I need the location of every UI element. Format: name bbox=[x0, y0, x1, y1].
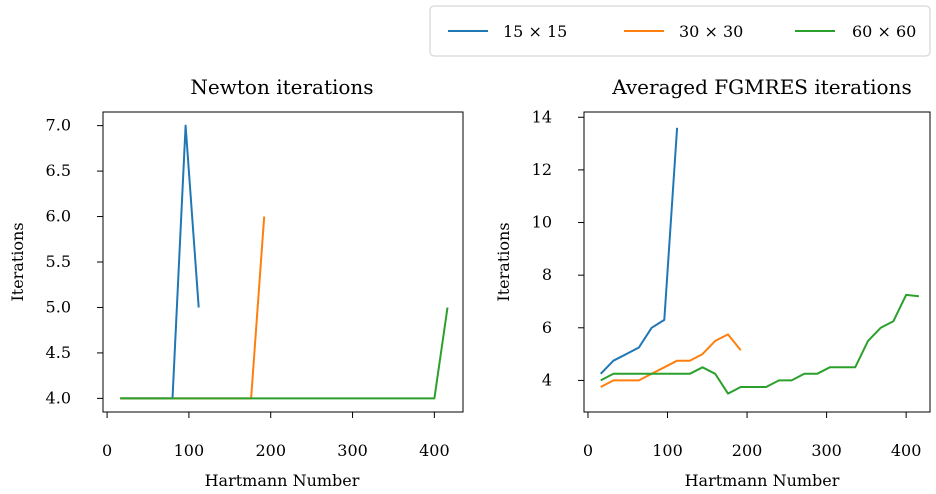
legend-frame bbox=[429, 5, 931, 57]
y-tick-label: 10 bbox=[532, 213, 552, 232]
y-tick-label: 14 bbox=[532, 107, 552, 126]
x-tick-label: 300 bbox=[811, 441, 842, 460]
y-tick-label: 4 bbox=[542, 370, 552, 389]
plot-frame bbox=[583, 111, 931, 413]
y-tick-label: 6 bbox=[542, 318, 552, 337]
x-tick-label: 100 bbox=[652, 441, 683, 460]
y-axis-label: Iterations bbox=[494, 222, 513, 301]
y-tick-label: 8 bbox=[542, 265, 552, 284]
chart-title: Averaged FGMRES iterations bbox=[611, 75, 911, 99]
plot-frame bbox=[102, 111, 464, 413]
legend-label-60: 60 × 60 bbox=[852, 22, 916, 41]
x-axis-label: Hartmann Number bbox=[205, 471, 360, 490]
legend: 15 × 15 30 × 30 60 × 60 bbox=[429, 5, 931, 57]
y-tick-label: 6.5 bbox=[46, 161, 71, 180]
x-tick-label: 100 bbox=[174, 441, 205, 460]
legend-label-15: 15 × 15 bbox=[503, 22, 567, 41]
series-line-60x60 bbox=[600, 293, 920, 395]
series-line-30x30 bbox=[600, 333, 742, 388]
x-tick-label: 400 bbox=[891, 441, 922, 460]
y-tick-label: 7.0 bbox=[46, 116, 71, 135]
series-line-30x30 bbox=[120, 216, 266, 400]
x-tick-label: 0 bbox=[102, 441, 112, 460]
series-line-15x15 bbox=[120, 124, 200, 400]
plot-area: 0 100 200 300 400 4.0 4.5 5.0 5.5 6.0 6.5 7.0 bbox=[46, 111, 464, 460]
y-tick-label: 5.5 bbox=[46, 252, 71, 271]
x-tick-label: 300 bbox=[337, 441, 368, 460]
series-line-15x15 bbox=[599, 127, 679, 375]
plot-area: 0 100 200 300 400 4 6 8 10 12 14 bbox=[532, 107, 931, 460]
y-tick-label: 6.0 bbox=[46, 207, 71, 226]
x-tick-label: 200 bbox=[732, 441, 763, 460]
y-tick-label: 5.0 bbox=[46, 297, 71, 316]
x-tick-label: 0 bbox=[583, 441, 593, 460]
chart-newton: Newton iterations Hartmann Number Iterat… bbox=[8, 75, 464, 490]
y-axis-label: Iterations bbox=[8, 222, 27, 301]
x-tick-label: 200 bbox=[255, 441, 286, 460]
x-tick-label: 400 bbox=[419, 441, 450, 460]
y-tick-label: 4.0 bbox=[46, 388, 71, 407]
y-tick-label: 4.5 bbox=[46, 343, 71, 362]
legend-label-30: 30 × 30 bbox=[679, 22, 743, 41]
chart-title: Newton iterations bbox=[190, 75, 373, 99]
chart-fgmres: Averaged FGMRES iterations Hartmann Numb… bbox=[494, 75, 931, 490]
x-axis-label: Hartmann Number bbox=[685, 471, 840, 490]
series-line-60x60 bbox=[120, 307, 449, 400]
y-tick-label: 12 bbox=[532, 160, 552, 179]
